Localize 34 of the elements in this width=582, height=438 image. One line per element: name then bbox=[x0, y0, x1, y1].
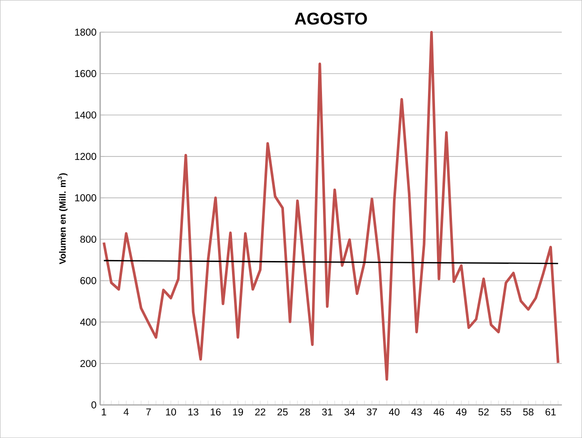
x-tick-label: 7 bbox=[146, 408, 151, 416]
y-tick-label: 1000 bbox=[75, 194, 96, 202]
y-tick-label: 0 bbox=[91, 401, 96, 408]
x-tick-label: 40 bbox=[388, 408, 400, 416]
x-tick-label: 52 bbox=[478, 408, 489, 416]
x-tick-label: 55 bbox=[500, 408, 512, 416]
y-tick-label: 1600 bbox=[75, 70, 96, 78]
x-tick-label: 25 bbox=[278, 408, 288, 416]
x-tick-label: 10 bbox=[166, 408, 176, 416]
x-tick-label: 61 bbox=[546, 408, 556, 416]
x-tick-label: 37 bbox=[366, 408, 377, 416]
y-tick-label: 1800 bbox=[75, 28, 96, 36]
x-tick-label: 1 bbox=[102, 408, 106, 416]
chart-title: AGOSTO bbox=[294, 12, 367, 25]
y-tick-label: 1400 bbox=[75, 111, 96, 118]
x-tick-label: 34 bbox=[344, 408, 355, 416]
line-series bbox=[102, 30, 560, 381]
x-tick-label: 46 bbox=[434, 408, 444, 416]
y-tick-label: 600 bbox=[80, 277, 96, 284]
x-tick-label: 16 bbox=[210, 408, 221, 416]
x-tick-label: 49 bbox=[456, 408, 466, 416]
y-tick-label: 800 bbox=[80, 236, 96, 243]
x-tick-label: 31 bbox=[322, 408, 332, 416]
y-tick-label: 400 bbox=[80, 318, 96, 326]
y-tick-label: 200 bbox=[80, 360, 96, 367]
x-tick-label: 4 bbox=[124, 408, 129, 416]
y-axis-title: Volumen en (Mill. m$^{3}$) bbox=[58, 173, 68, 264]
y-tick-label: 1200 bbox=[75, 152, 96, 160]
x-tick-label: 58 bbox=[523, 408, 534, 416]
x-tick-label: 28 bbox=[300, 408, 310, 416]
x-tick-label: 22 bbox=[255, 408, 266, 416]
x-tick-label: 19 bbox=[233, 408, 243, 416]
x-tick-label: 13 bbox=[188, 408, 198, 416]
x-tick-label: 43 bbox=[411, 408, 422, 416]
